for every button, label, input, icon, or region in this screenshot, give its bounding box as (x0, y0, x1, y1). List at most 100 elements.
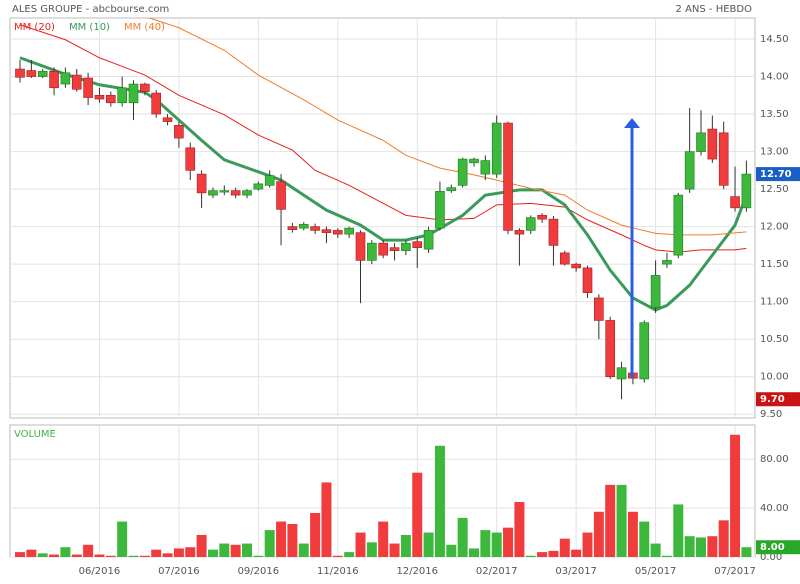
price-badge-label: 12.70 (760, 169, 792, 180)
candle-body (71, 74, 82, 90)
arrow-head (624, 118, 640, 128)
volume-bar (673, 504, 684, 557)
volume-bar (412, 472, 423, 557)
volume-bar (196, 535, 207, 557)
price-badge-label: 8.00 (760, 542, 785, 553)
candle-body (571, 263, 581, 269)
y-tick-label: 40.00 (760, 503, 789, 514)
y-tick-label: 10.50 (760, 334, 789, 345)
volume-bar (298, 543, 309, 557)
x-tick-label: 05/2017 (635, 566, 677, 577)
y-tick-label: 14.50 (760, 34, 789, 45)
candle-body (321, 229, 332, 233)
volume-bar (491, 532, 502, 557)
candle-body (106, 94, 116, 104)
candle-body (162, 117, 173, 122)
price-badge (756, 392, 800, 407)
volume-bar (173, 548, 184, 557)
chart-subtitle: 2 ANS - HEBDO (676, 4, 753, 15)
candle-body (219, 190, 230, 193)
candle-body (264, 175, 275, 186)
y-tick-label: 80.00 (760, 454, 789, 465)
candle-body (718, 132, 729, 186)
volume-bar (355, 532, 366, 557)
candle-body (378, 242, 389, 256)
y-tick-label: 13.50 (760, 109, 789, 120)
candle-body (480, 160, 491, 175)
candle-body (401, 242, 411, 251)
volume-bar (366, 542, 377, 557)
volume-bar (230, 544, 241, 557)
candle-body (594, 297, 604, 321)
candle-body (469, 158, 479, 164)
volume-bar (571, 549, 582, 557)
candle-body (525, 217, 536, 231)
candle-body (83, 77, 93, 98)
y-tick-label: 12.00 (760, 222, 789, 233)
candle-body (605, 320, 616, 378)
volume-bar (117, 521, 128, 557)
volume-bar (639, 521, 650, 557)
price-badge (756, 167, 800, 182)
candle-body (673, 194, 684, 256)
volume-bar (627, 511, 638, 557)
candle-body (140, 83, 150, 92)
candle-body (117, 87, 127, 104)
candle-body (582, 267, 593, 293)
candle-body (650, 275, 661, 308)
volume-bar (423, 532, 434, 557)
candle-body (412, 241, 423, 248)
volume-bar (446, 544, 457, 557)
y-tick-label: 0.00 (760, 552, 782, 563)
candle-body (208, 190, 218, 196)
x-tick-label: 06/2016 (79, 566, 121, 577)
volume-bar (378, 521, 389, 557)
candle-body (491, 122, 502, 175)
volume-bar (310, 513, 321, 557)
candle-body (537, 215, 547, 220)
legend-entry: MM (20) (14, 22, 55, 33)
candle-body (94, 94, 105, 100)
candle-body (730, 196, 740, 209)
volume-bar (105, 555, 116, 557)
volume-bar (344, 552, 355, 557)
x-tick-label: 12/2016 (396, 566, 438, 577)
volume-bar (37, 553, 48, 557)
volume-bar (60, 547, 71, 557)
candle-body (344, 227, 354, 235)
moving-average (147, 18, 747, 236)
volume-bar (242, 543, 252, 557)
price-panel (9, 17, 756, 419)
plot: 9.50 10.00 10.50 11.00 11.50 12.00 12.50 13.00 1… (10, 18, 789, 577)
volume-bar (696, 537, 706, 557)
volume-bar (434, 445, 445, 557)
volume-bar (207, 549, 218, 557)
candle-body (389, 247, 400, 251)
candle-body (662, 260, 672, 265)
candle-body (287, 226, 298, 230)
volume-bar (253, 555, 264, 557)
price-badge (756, 540, 800, 555)
candle-body (15, 68, 25, 78)
volume-bar (730, 434, 741, 557)
volume-bar (26, 549, 37, 557)
candle-body (423, 230, 434, 250)
volume-bar (559, 538, 570, 557)
volume-bar (741, 547, 752, 557)
price-badge-label: 9.70 (760, 394, 785, 405)
volume-bar (605, 484, 616, 557)
volume-bar (71, 554, 82, 557)
volume-bar (15, 552, 25, 557)
volume-bar (139, 555, 150, 557)
volume-bar (332, 555, 343, 557)
volume-bar (514, 502, 525, 557)
candle-body (559, 252, 570, 265)
candle-body (253, 183, 264, 190)
candle-body (49, 70, 59, 89)
volume-bar (151, 549, 162, 557)
y-tick-label: 11.00 (760, 297, 789, 308)
candle-body (185, 147, 196, 171)
candle-body (37, 70, 48, 77)
volume-bar (457, 517, 468, 557)
